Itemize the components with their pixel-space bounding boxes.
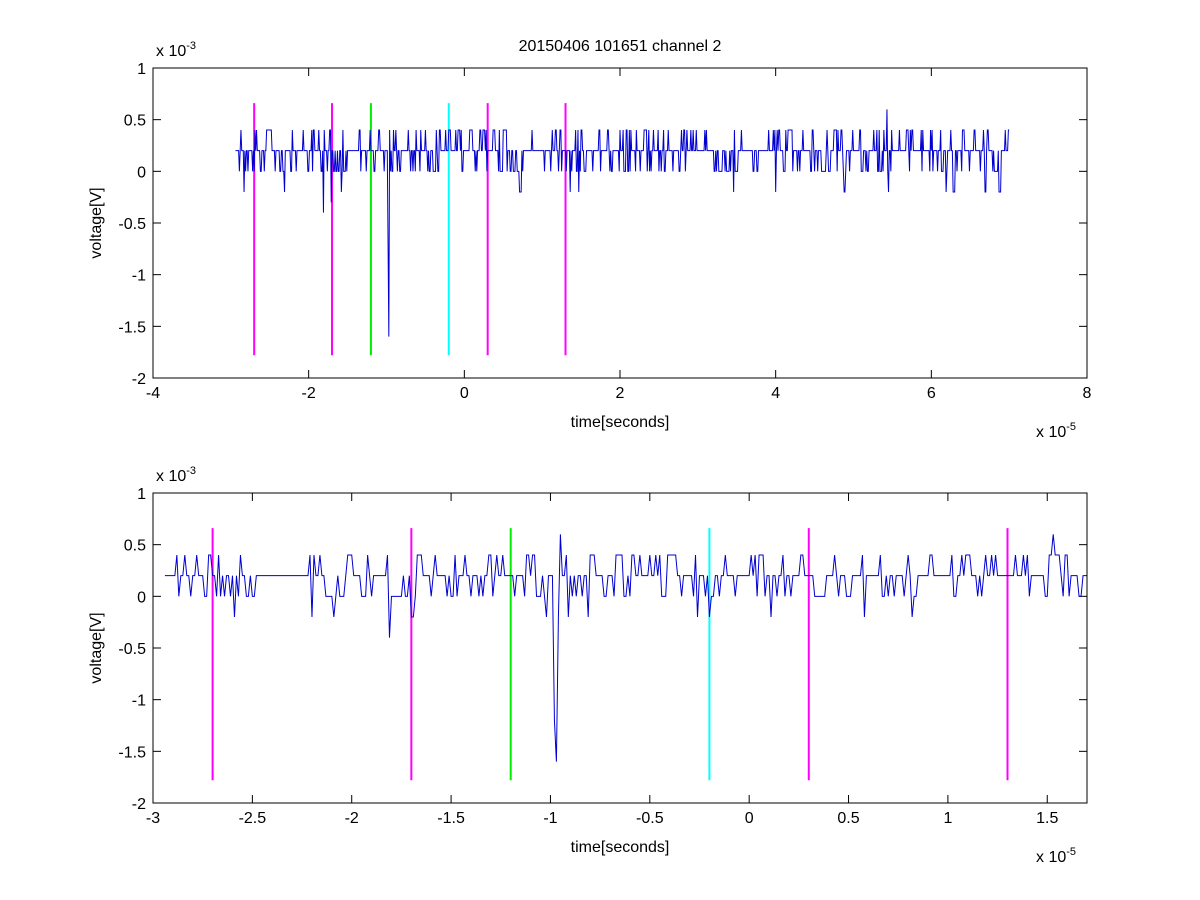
y-multiplier-exp: -3	[186, 40, 196, 52]
x-tick-label: -1.5	[437, 810, 465, 827]
y-tick-label: 1	[137, 486, 146, 503]
x-exponent-label: x 10-5	[1036, 421, 1076, 441]
y-axis-label: voltage[V]	[88, 187, 105, 258]
x-tick-label: 8	[1083, 385, 1092, 402]
y-tick-label: 0	[137, 589, 146, 606]
svg-text:x 10-3: x 10-3	[156, 40, 196, 60]
y-multiplier-text: x 10	[156, 468, 186, 485]
x-exponent-label: x 10-5	[1036, 846, 1076, 866]
y-tick-label: -2	[132, 371, 146, 388]
x-tick-label: 2	[616, 385, 625, 402]
svg-text:x 10-5: x 10-5	[1036, 421, 1076, 441]
y-exponent-label: x 10-3	[156, 40, 196, 60]
y-tick-label: -1	[132, 693, 146, 710]
y-tick-label: -1.5	[118, 744, 146, 761]
axes-frame	[152, 492, 1088, 804]
y-tick-label: -0.5	[118, 216, 146, 233]
x-tick-label: 6	[927, 385, 936, 402]
x-tick-label: 4	[771, 385, 780, 402]
x-tick-label: -3	[146, 810, 160, 827]
signal-trace	[235, 109, 1010, 337]
figure-title: 20150406 101651 channel 2	[519, 38, 722, 55]
x-tick-label: 1.5	[1036, 810, 1058, 827]
y-tick-label: 0.5	[124, 538, 146, 555]
y-axis-label: voltage[V]	[88, 612, 105, 683]
x-tick-label: 0	[460, 385, 469, 402]
bottom-subplot: x 10-3 x 10-5 time[seconds] voltage[V] -…	[88, 465, 1088, 866]
x-axis-label: time[seconds]	[571, 839, 670, 856]
x-tick-label: -4	[146, 385, 160, 402]
y-multiplier-text: x 10	[156, 43, 186, 60]
signal-line	[235, 109, 1010, 337]
top-subplot: 20150406 101651 channel 2 x 10-3 x 10-5 …	[88, 38, 1092, 441]
svg-text:x 10-3: x 10-3	[156, 465, 196, 485]
event-markers	[211, 528, 1009, 781]
svg-text:x 10-5: x 10-5	[1036, 846, 1076, 866]
y-tick-label: -0.5	[118, 641, 146, 658]
y-tick-label: 1	[137, 61, 146, 78]
x-multiplier-exp: -5	[1066, 846, 1076, 858]
y-tick-label: 0.5	[124, 113, 146, 130]
x-multiplier-text: x 10	[1036, 849, 1066, 866]
axis-ticks: -3 -2.5 -2 -1.5 -1 -0.5 0 0.5 1 1.5 -2 -1.5 -1 -0.5 0 0…	[118, 486, 1087, 827]
y-tick-label: 0	[137, 164, 146, 181]
y-tick-label: -1.5	[118, 319, 146, 336]
x-multiplier-text: x 10	[1036, 424, 1066, 441]
y-exponent-label: x 10-3	[156, 465, 196, 485]
x-tick-label: -1	[543, 810, 557, 827]
y-tick-label: -2	[132, 796, 146, 813]
x-tick-label: -2.5	[239, 810, 267, 827]
x-tick-label: 0.5	[837, 810, 859, 827]
x-tick-label: 0	[745, 810, 754, 827]
signal-line	[164, 534, 1087, 762]
y-tick-label: -1	[132, 268, 146, 285]
x-tick-label: -2	[345, 810, 359, 827]
signal-trace	[164, 534, 1087, 762]
x-multiplier-exp: -5	[1066, 421, 1076, 433]
x-tick-label: -2	[302, 385, 316, 402]
x-axis-label: time[seconds]	[571, 414, 670, 431]
x-tick-label: 1	[943, 810, 952, 827]
y-multiplier-exp: -3	[186, 465, 196, 477]
axes-frame	[152, 67, 1088, 379]
x-tick-label: -0.5	[636, 810, 664, 827]
